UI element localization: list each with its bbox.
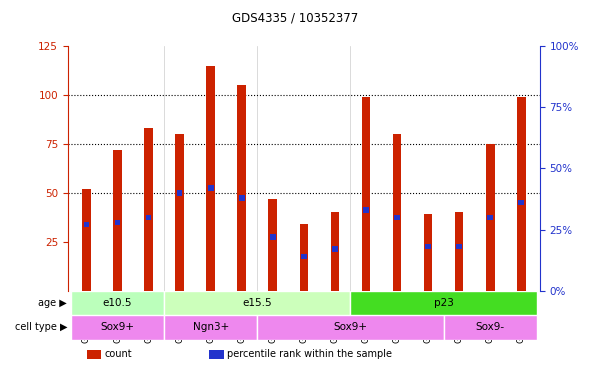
Bar <box>362 97 371 291</box>
Bar <box>175 134 184 291</box>
Bar <box>486 144 494 291</box>
Bar <box>87 351 101 359</box>
Text: GDS4335 / 10352377: GDS4335 / 10352377 <box>232 12 358 25</box>
Text: e10.5: e10.5 <box>103 298 132 308</box>
Bar <box>393 134 401 291</box>
Bar <box>455 212 464 291</box>
Bar <box>444 315 537 340</box>
Bar <box>82 189 91 291</box>
Text: p23: p23 <box>434 298 454 308</box>
Bar <box>208 185 214 191</box>
Bar <box>84 222 89 227</box>
Text: percentile rank within the sample: percentile rank within the sample <box>227 349 392 359</box>
Bar <box>206 66 215 291</box>
Bar <box>71 315 164 340</box>
Bar <box>517 97 526 291</box>
Text: Sox9+: Sox9+ <box>100 323 135 333</box>
Text: e15.5: e15.5 <box>242 298 272 308</box>
Bar <box>209 351 224 359</box>
Bar <box>114 220 120 225</box>
Bar <box>394 215 400 220</box>
Text: count: count <box>104 349 132 359</box>
Bar <box>113 150 122 291</box>
Bar <box>257 315 444 340</box>
Bar <box>301 254 307 259</box>
Bar <box>424 214 432 291</box>
Bar <box>237 85 246 291</box>
Bar <box>487 215 493 220</box>
Bar <box>177 190 182 195</box>
Bar <box>164 315 257 340</box>
Bar <box>144 128 153 291</box>
Bar <box>519 200 524 205</box>
Bar <box>71 291 164 315</box>
Bar <box>363 207 369 213</box>
Text: age ▶: age ▶ <box>38 298 67 308</box>
Text: Ngn3+: Ngn3+ <box>192 323 229 333</box>
Bar <box>456 244 462 250</box>
Text: Sox9+: Sox9+ <box>333 323 368 333</box>
Bar <box>146 215 152 220</box>
Bar <box>270 234 276 240</box>
Bar <box>239 195 245 200</box>
Bar <box>332 247 337 252</box>
Bar <box>425 244 431 250</box>
Bar <box>350 291 537 315</box>
Bar <box>164 291 350 315</box>
Bar <box>330 212 339 291</box>
Text: cell type ▶: cell type ▶ <box>15 323 67 333</box>
Bar <box>300 224 308 291</box>
Text: Sox9-: Sox9- <box>476 323 504 333</box>
Bar <box>268 199 277 291</box>
